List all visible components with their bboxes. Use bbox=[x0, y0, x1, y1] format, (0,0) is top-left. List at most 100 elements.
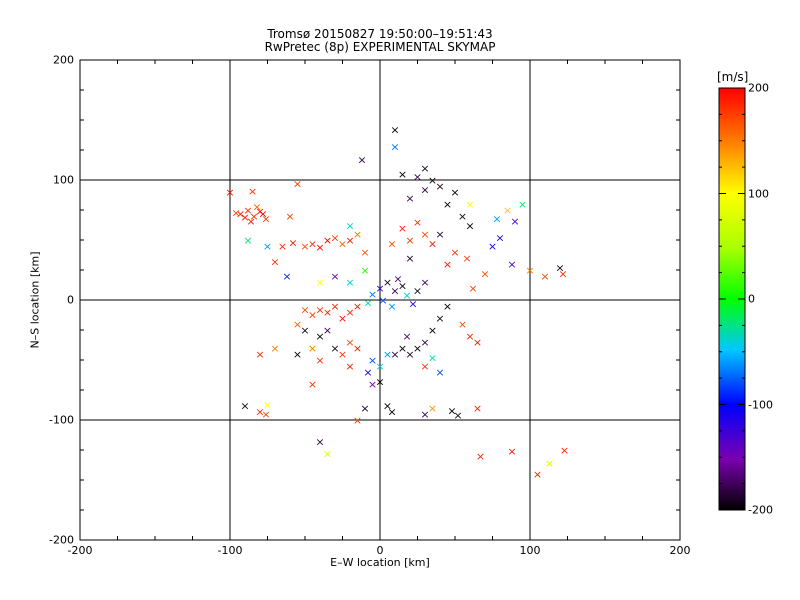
data-point: × bbox=[293, 318, 302, 331]
data-point: × bbox=[357, 154, 366, 167]
data-point: × bbox=[390, 140, 399, 153]
data-point: × bbox=[315, 276, 324, 289]
x-tick-label: 0 bbox=[376, 544, 384, 557]
data-point: × bbox=[353, 342, 362, 355]
data-point: × bbox=[255, 205, 264, 218]
data-point: × bbox=[353, 300, 362, 313]
y-tick-label: 200 bbox=[53, 53, 74, 67]
data-point: × bbox=[420, 276, 429, 289]
data-point: × bbox=[405, 348, 414, 361]
data-point: × bbox=[345, 306, 354, 319]
data-point: × bbox=[308, 308, 317, 321]
data-point: × bbox=[443, 300, 452, 313]
colorbar-tick-label: 100 bbox=[748, 187, 769, 200]
data-point: × bbox=[458, 318, 467, 331]
data-point: × bbox=[428, 324, 437, 337]
data-point: × bbox=[338, 312, 347, 325]
x-tick-label: 100 bbox=[519, 544, 541, 557]
data-point: × bbox=[360, 264, 369, 277]
data-point: × bbox=[243, 234, 252, 247]
data-point: × bbox=[353, 414, 362, 427]
data-point: × bbox=[270, 256, 279, 269]
data-point: × bbox=[278, 240, 287, 253]
data-point: × bbox=[495, 232, 504, 245]
y-tick-label: -200 bbox=[49, 533, 74, 547]
data-point: × bbox=[488, 240, 497, 253]
data-point: × bbox=[315, 241, 324, 254]
data-point: × bbox=[408, 298, 417, 311]
data-point: × bbox=[231, 206, 240, 219]
data-point: × bbox=[315, 354, 324, 367]
data-point: × bbox=[330, 300, 339, 313]
data-point: × bbox=[443, 198, 452, 211]
data-point: × bbox=[368, 354, 377, 367]
data-point: × bbox=[458, 210, 467, 223]
colorbar-tick-marks bbox=[719, 87, 745, 511]
chart-subtitle: RwPretec (8p) EXPERIMENTAL SKYMAP bbox=[264, 40, 496, 54]
data-point: × bbox=[252, 200, 261, 213]
data-point: × bbox=[360, 246, 369, 259]
data-point: × bbox=[288, 236, 297, 249]
data-point: × bbox=[518, 198, 527, 211]
data-point: × bbox=[263, 240, 272, 253]
data-point: × bbox=[435, 180, 444, 193]
data-point: × bbox=[261, 212, 270, 225]
data-point: × bbox=[363, 296, 372, 309]
data-point: × bbox=[453, 409, 462, 422]
data-point: × bbox=[353, 228, 362, 241]
data-point: × bbox=[308, 238, 317, 251]
x-axis-label: E–W location [km] bbox=[330, 556, 430, 569]
y-tick-label: 100 bbox=[53, 173, 74, 187]
data-point: × bbox=[308, 342, 317, 355]
colorbar-tick-label: -100 bbox=[748, 398, 773, 411]
data-point: × bbox=[378, 294, 387, 307]
data-point: × bbox=[270, 342, 279, 355]
data-point: × bbox=[240, 211, 249, 224]
data-point: × bbox=[330, 342, 339, 355]
data-point: × bbox=[525, 264, 534, 277]
x-tick-label: -100 bbox=[217, 544, 243, 557]
data-point: × bbox=[533, 468, 542, 481]
data-point: × bbox=[402, 330, 411, 343]
data-point: × bbox=[258, 208, 267, 221]
data-point: × bbox=[413, 284, 422, 297]
data-point: × bbox=[420, 408, 429, 421]
data-point: × bbox=[450, 186, 459, 199]
data-point: × bbox=[510, 215, 519, 228]
data-point: × bbox=[308, 378, 317, 391]
data-point: × bbox=[323, 324, 332, 337]
data-point: × bbox=[462, 252, 471, 265]
data-point: × bbox=[323, 306, 332, 319]
data-point: × bbox=[338, 348, 347, 361]
data-point: × bbox=[236, 208, 245, 221]
axis-tick-marks bbox=[79, 59, 681, 541]
colorbar-tick-label: -200 bbox=[748, 503, 773, 517]
data-point: × bbox=[413, 342, 422, 355]
data-point: × bbox=[338, 238, 347, 251]
data-point: × bbox=[560, 444, 569, 457]
data-point: × bbox=[413, 170, 422, 183]
data-point: × bbox=[383, 276, 392, 289]
data-point: × bbox=[428, 352, 437, 365]
data-point: × bbox=[398, 168, 407, 181]
data-point: × bbox=[465, 198, 474, 211]
data-point: × bbox=[413, 216, 422, 229]
data-point: × bbox=[428, 402, 437, 415]
data-point: × bbox=[255, 406, 264, 419]
data-point: × bbox=[398, 342, 407, 355]
data-point: × bbox=[249, 210, 258, 223]
data-point: × bbox=[285, 210, 294, 223]
data-point: × bbox=[360, 402, 369, 415]
data-point: × bbox=[476, 450, 485, 463]
data-point: × bbox=[405, 192, 414, 205]
data-point: × bbox=[293, 178, 302, 191]
data-point: × bbox=[330, 270, 339, 283]
data-point: × bbox=[330, 232, 339, 245]
data-point: × bbox=[315, 436, 324, 449]
data-point: × bbox=[363, 366, 372, 379]
data-point: × bbox=[555, 262, 564, 275]
data-point: × bbox=[375, 360, 384, 373]
data-point: × bbox=[465, 330, 474, 343]
data-point: × bbox=[315, 304, 324, 317]
